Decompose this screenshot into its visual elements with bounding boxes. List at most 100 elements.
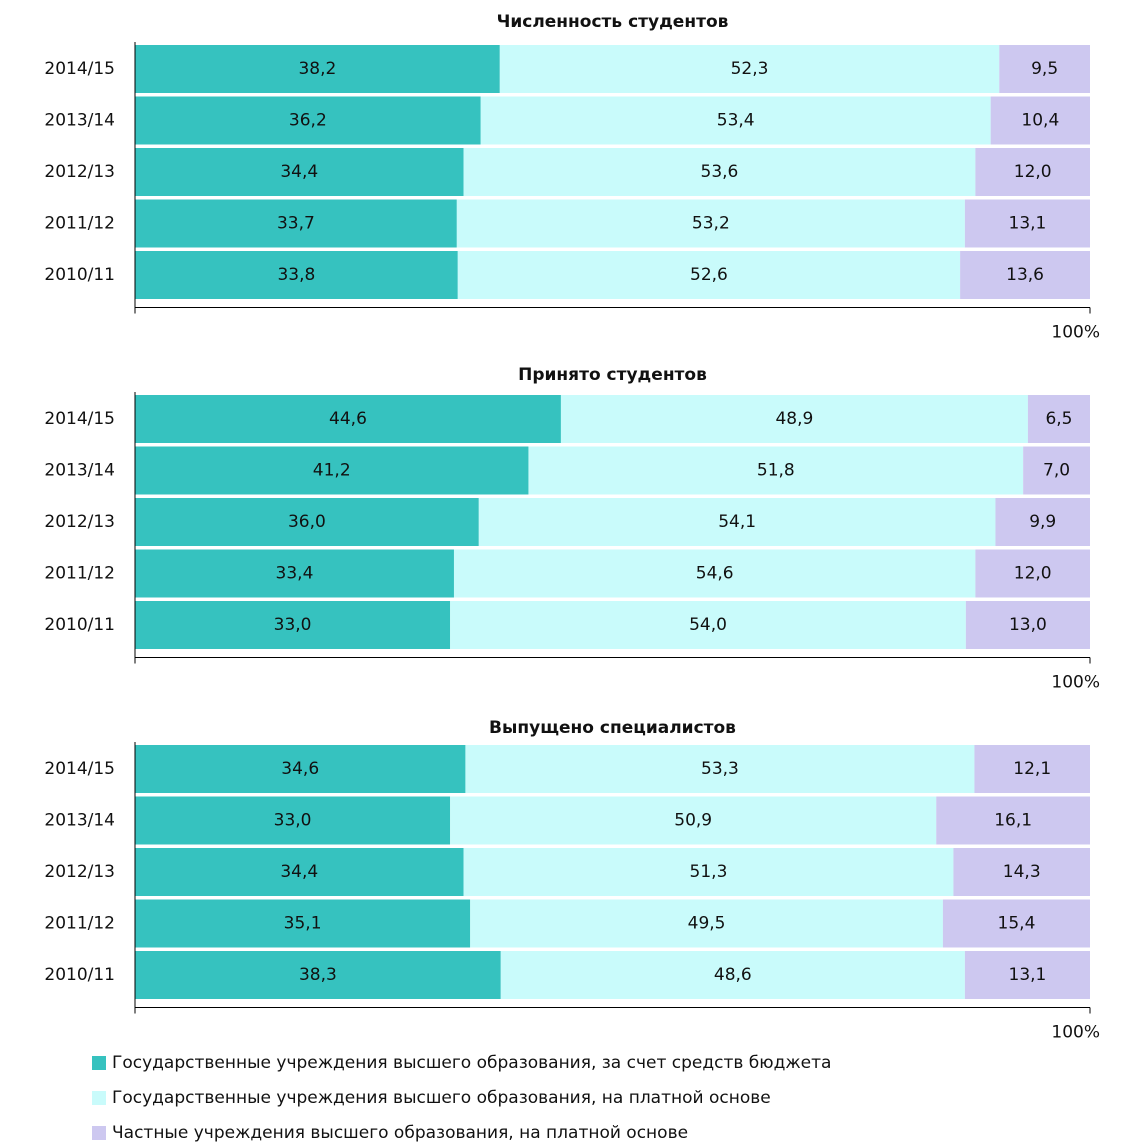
bar-segment bbox=[470, 899, 943, 948]
data-label: 14,3 bbox=[1003, 862, 1041, 882]
data-label: 15,4 bbox=[998, 914, 1036, 934]
data-label: 38,2 bbox=[298, 59, 336, 79]
bar-segment bbox=[480, 96, 991, 145]
data-label: 33,8 bbox=[277, 265, 315, 285]
bar-segment bbox=[135, 951, 501, 999]
data-label: 52,6 bbox=[690, 265, 728, 285]
chart-title: Численность студентов bbox=[497, 12, 729, 32]
data-label: 9,5 bbox=[1031, 59, 1058, 79]
y-tick-label: 2012/13 bbox=[44, 862, 115, 882]
y-tick-label: 2010/11 bbox=[44, 265, 115, 285]
data-label: 53,2 bbox=[692, 214, 730, 234]
data-label: 36,0 bbox=[288, 512, 326, 532]
y-tick-label: 2011/12 bbox=[44, 214, 115, 234]
data-label: 13,1 bbox=[1009, 214, 1047, 234]
bar-segment bbox=[135, 148, 464, 196]
bar-segment bbox=[995, 498, 1090, 546]
bar-segment bbox=[1027, 395, 1090, 443]
bar-segment bbox=[500, 951, 965, 999]
bar-segment bbox=[964, 951, 1090, 999]
y-tick-label: 2010/11 bbox=[44, 615, 115, 635]
bar-segment bbox=[135, 796, 451, 845]
data-label: 12,0 bbox=[1014, 162, 1052, 182]
bar-segment bbox=[463, 148, 976, 196]
bar-segment bbox=[135, 549, 454, 598]
data-label: 54,1 bbox=[718, 512, 756, 532]
x-tick-label: 100% bbox=[1051, 673, 1100, 693]
bar-segment bbox=[974, 745, 1090, 793]
bar-segment bbox=[964, 199, 1090, 248]
bar-segment bbox=[953, 848, 1090, 896]
data-label: 33,4 bbox=[276, 564, 314, 584]
data-label: 13,0 bbox=[1009, 615, 1047, 635]
bar-segment bbox=[499, 45, 1000, 93]
data-label: 53,3 bbox=[701, 759, 739, 779]
chart-title: Выпущено специалистов bbox=[489, 718, 736, 738]
bar-segment bbox=[135, 899, 471, 948]
bar-segment bbox=[135, 96, 481, 145]
bar-segment bbox=[999, 45, 1090, 93]
data-label: 9,9 bbox=[1029, 512, 1056, 532]
bar-segment bbox=[528, 446, 1024, 495]
y-tick-label: 2013/14 bbox=[44, 811, 115, 831]
bar-segment bbox=[135, 498, 479, 546]
data-label: 53,6 bbox=[701, 162, 739, 182]
y-tick-label: 2014/15 bbox=[44, 409, 115, 429]
legend-label: Частные учреждения высшего образования, … bbox=[112, 1123, 688, 1142]
y-tick-label: 2013/14 bbox=[44, 111, 115, 131]
y-tick-label: 2013/14 bbox=[44, 461, 115, 481]
legend-swatch bbox=[92, 1056, 106, 1070]
bar-segment bbox=[135, 199, 457, 248]
bar-segment bbox=[135, 745, 466, 793]
data-label: 41,2 bbox=[313, 461, 351, 481]
bar-segment bbox=[478, 498, 996, 546]
data-label: 51,8 bbox=[757, 461, 795, 481]
bar-segment bbox=[463, 848, 954, 896]
data-label: 16,1 bbox=[994, 811, 1032, 831]
legend-swatch bbox=[92, 1126, 106, 1140]
legend-swatch bbox=[92, 1091, 106, 1105]
data-label: 12,0 bbox=[1014, 564, 1052, 584]
y-tick-label: 2011/12 bbox=[44, 564, 115, 584]
bar-segment bbox=[456, 199, 965, 248]
y-tick-label: 2012/13 bbox=[44, 162, 115, 182]
data-label: 10,4 bbox=[1021, 111, 1059, 131]
legend-label: Государственные учреждения высшего образ… bbox=[112, 1053, 831, 1073]
bar-segment bbox=[965, 601, 1090, 649]
y-tick-label: 2011/12 bbox=[44, 914, 115, 934]
data-label: 35,1 bbox=[284, 914, 322, 934]
data-label: 48,9 bbox=[775, 409, 813, 429]
data-label: 33,0 bbox=[274, 811, 312, 831]
bar-segment bbox=[465, 745, 975, 793]
data-label: 33,7 bbox=[277, 214, 315, 234]
bar-segment bbox=[135, 601, 451, 649]
y-tick-label: 2014/15 bbox=[44, 59, 115, 79]
bar-segment bbox=[975, 549, 1090, 598]
data-label: 53,4 bbox=[717, 111, 755, 131]
bar-segment bbox=[135, 45, 500, 93]
bar-segment bbox=[135, 446, 529, 495]
bar-segment bbox=[450, 601, 966, 649]
x-tick-label: 100% bbox=[1051, 323, 1100, 343]
data-label: 44,6 bbox=[329, 409, 367, 429]
bar-segment bbox=[450, 796, 937, 845]
data-label: 38,3 bbox=[299, 965, 337, 985]
data-label: 12,1 bbox=[1013, 759, 1051, 779]
bar-segment bbox=[960, 251, 1090, 299]
bar-segment bbox=[560, 395, 1028, 443]
data-label: 7,0 bbox=[1043, 461, 1070, 481]
data-label: 48,6 bbox=[714, 965, 752, 985]
bar-segment bbox=[135, 848, 464, 896]
data-label: 51,3 bbox=[690, 862, 728, 882]
data-label: 13,1 bbox=[1009, 965, 1047, 985]
data-label: 54,0 bbox=[689, 615, 727, 635]
data-label: 6,5 bbox=[1045, 409, 1072, 429]
legend-label: Государственные учреждения высшего образ… bbox=[112, 1088, 771, 1108]
data-label: 34,6 bbox=[281, 759, 319, 779]
bar-segment bbox=[135, 251, 458, 299]
data-label: 36,2 bbox=[289, 111, 327, 131]
bar-segment bbox=[990, 96, 1090, 145]
data-label: 34,4 bbox=[280, 862, 318, 882]
bar-segment bbox=[942, 899, 1090, 948]
